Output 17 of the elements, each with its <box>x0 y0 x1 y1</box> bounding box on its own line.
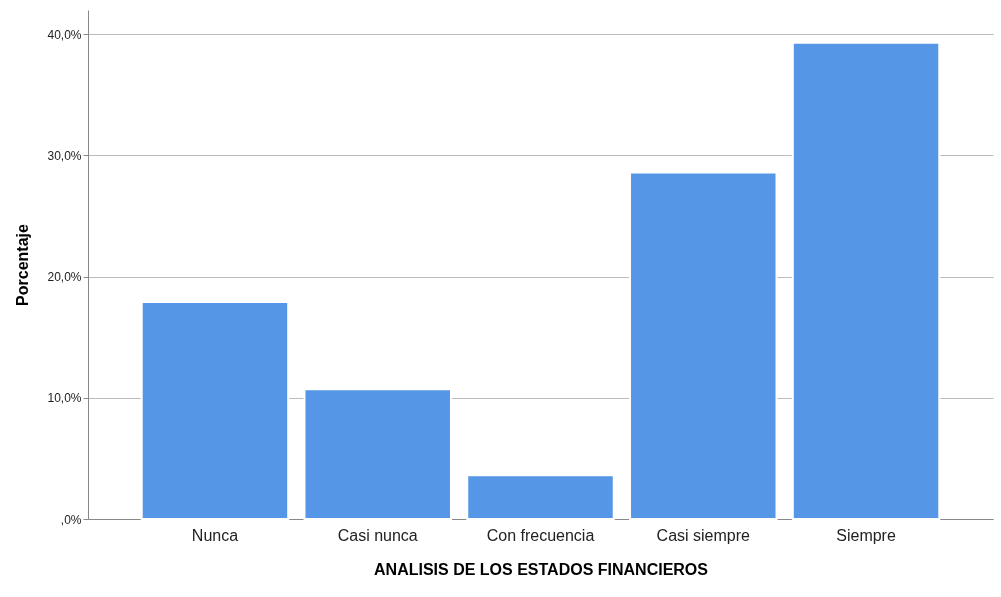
y-tick-label: 20,0% <box>47 270 82 285</box>
x-tick-label: Casi nunca <box>337 526 418 544</box>
x-tick-label: Con frecuencia <box>486 526 595 544</box>
y-tick-label: ,0% <box>60 512 82 527</box>
bar <box>629 171 778 520</box>
bar <box>791 41 941 520</box>
bar <box>466 474 615 520</box>
x-axis-title: ANALISIS DE LOS ESTADOS FINANCIEROS <box>374 560 709 578</box>
bar <box>140 301 290 520</box>
bar <box>303 388 452 520</box>
y-tick-label: 30,0% <box>47 148 82 163</box>
y-axis-title: Porcentaje <box>14 223 32 306</box>
x-tick-label: Casi siempre <box>656 526 751 544</box>
x-tick-label: Siempre <box>836 526 896 544</box>
y-tick-label: 40,0% <box>47 27 82 42</box>
y-tick-label: 10,0% <box>47 391 82 406</box>
x-tick-label: Nunca <box>191 526 239 544</box>
